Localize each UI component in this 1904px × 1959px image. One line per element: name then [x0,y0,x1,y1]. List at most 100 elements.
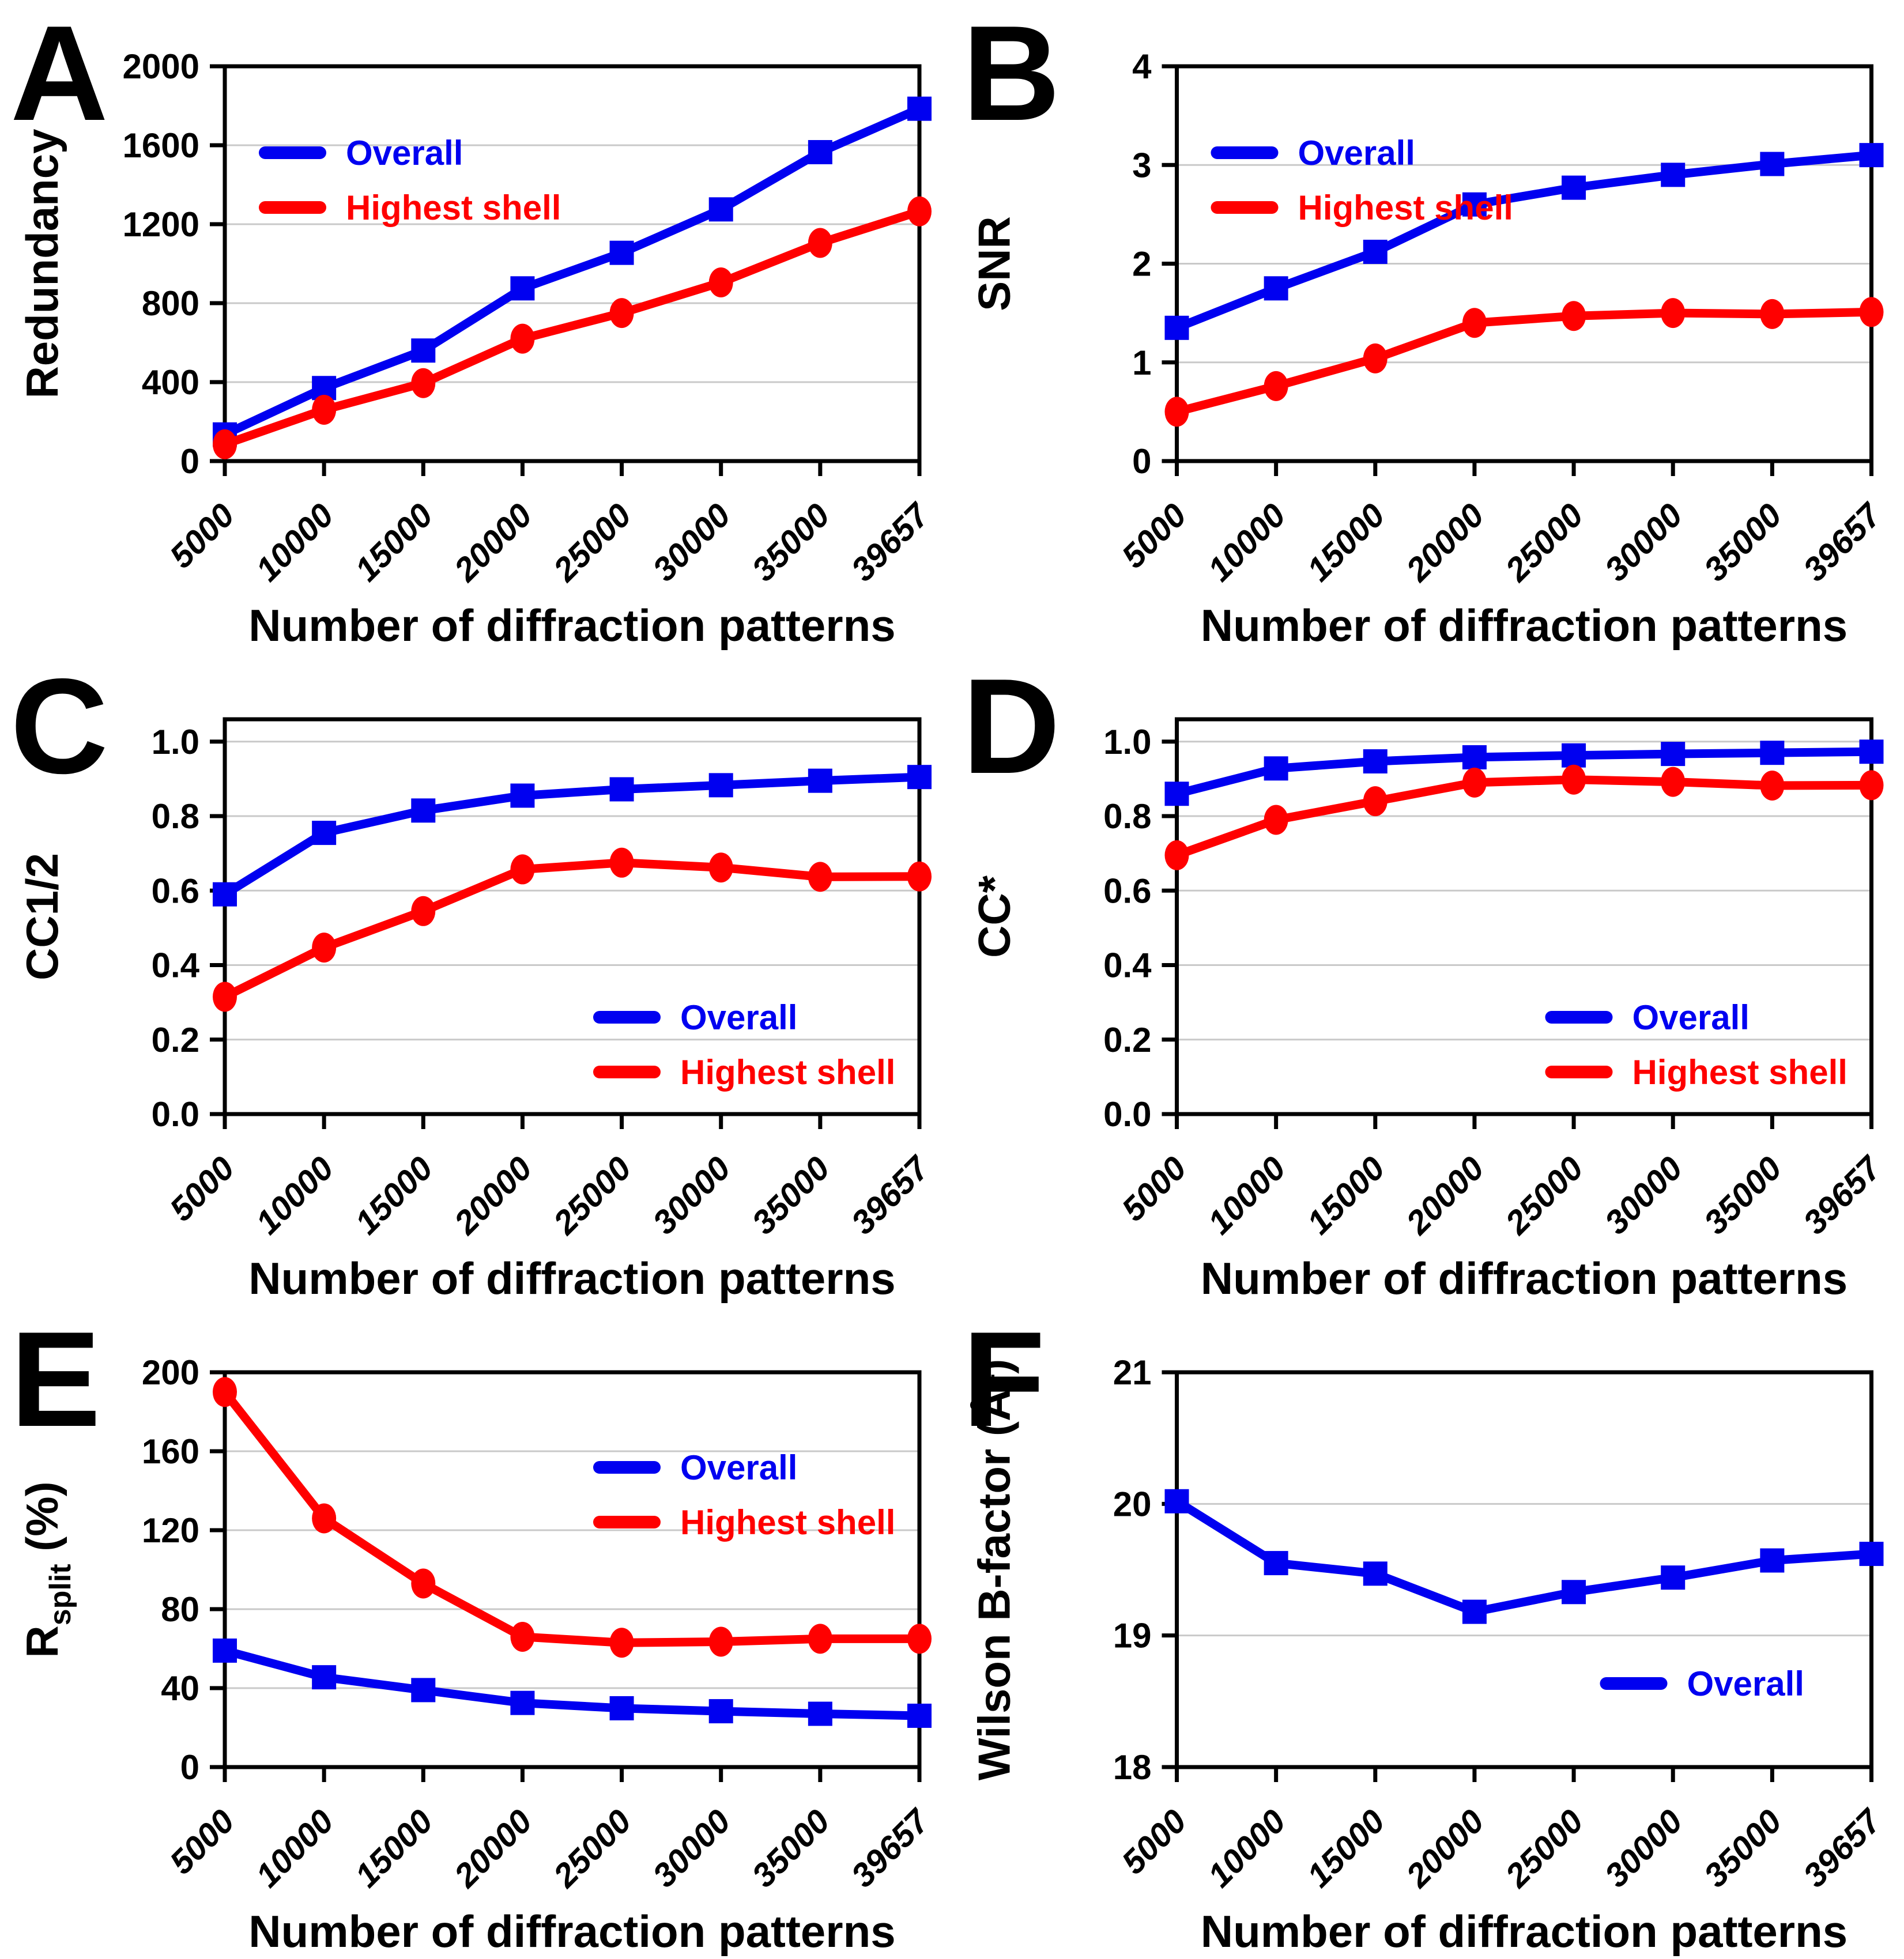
panel-e-y-axis-title: Rsplit (%) [17,1481,77,1658]
circle-marker [510,854,535,885]
circle-marker [907,1624,932,1654]
series-line [1172,307,1876,416]
panel-e-y-tick-label: 80 [161,1590,199,1629]
panel-f-x-tick-label: 30000 [1597,1802,1690,1894]
panel-b-letter: B [963,0,1061,149]
panel-a-plot-box [223,64,922,463]
square-marker [510,1690,535,1715]
circle-marker [708,1626,733,1657]
panel-c-x-tick-label: 25000 [546,1149,639,1242]
circle-marker [808,228,832,258]
panel-e-series-overall [213,1638,932,1728]
square-marker [1164,782,1189,806]
panel-f-y-axis: 18 19 20 21 [1113,1353,1177,1787]
panel-f-x-tick-label: 39657 [1796,1801,1890,1894]
circle-marker [1164,397,1189,427]
square-marker [411,798,436,823]
panel-c-x-tick-label: 15000 [348,1149,440,1241]
circle-marker [808,1624,832,1654]
square-marker [411,1678,436,1703]
panel-e-plot-box [223,1370,922,1769]
panel-c-x-tick-label: 35000 [745,1149,837,1241]
panel-a-x-tick-label: 5000 [163,496,242,575]
series-line [1172,1497,1876,1617]
panel-d-y-axis: 0.0 0.2 0.4 0.6 0.8 1.0 [1103,723,1177,1134]
square-marker [1562,743,1586,768]
square-marker [808,768,832,793]
square-marker [708,197,733,222]
panel-c-letter: C [10,653,108,802]
square-marker [1363,749,1388,774]
square-marker [1264,1551,1288,1576]
circle-marker [411,896,436,926]
circle-marker [609,1628,634,1658]
circle-marker [1859,297,1884,327]
legend-label: Highest shell [1298,188,1513,227]
square-marker [1562,1580,1586,1605]
panel-e-x-tick-label: 20000 [447,1802,540,1895]
series-line [220,772,924,899]
square-marker [1363,1561,1388,1586]
panel-b-x-tick-label: 15000 [1300,496,1392,588]
series-line [1172,775,1876,860]
panel-d-letter: D [963,653,1061,802]
panel-a-y-tick-label: 800 [142,284,199,323]
panel-b-chart: 0 1 2 3 4 5000 10000 15000 20000 25000 30000 35000 3… [963,0,1890,651]
panel-c-legend: Overall Highest shell [593,998,895,1092]
panel-a: 0 400 800 1200 1600 2000 5000 10000 15000 20000 25… [0,0,952,653]
panel-d-legend: Overall Highest shell [1545,998,1848,1092]
panel-c-x-tick-label: 30000 [646,1149,738,1241]
panel-d-y-tick-label: 0.6 [1103,871,1151,910]
square-marker [1859,143,1884,168]
panel-e-y-tick-label: 0 [180,1748,199,1787]
panel-f-legend: Overall [1600,1664,1804,1703]
panel-f-letter: F [963,1306,1046,1455]
panel-e: 0 40 80 120 160 200 5000 10000 15000 20000 25000 30… [0,1306,952,1959]
circle-marker [1760,771,1785,801]
panel-d-x-tick-label: 30000 [1597,1149,1690,1241]
panel-f-x-tick-label: 25000 [1498,1802,1591,1895]
panel-e-x-tick-label: 5000 [163,1802,242,1881]
circle-marker [1363,343,1388,373]
panel-e-letter: E [10,1306,101,1455]
panel-c-y-axis: 0.0 0.2 0.4 0.6 0.8 1.0 [152,723,225,1134]
circle-marker [1264,805,1288,835]
panel-b-y-tick-label: 3 [1132,146,1151,184]
circle-marker [609,298,634,329]
panel-a-y-tick-label: 2000 [123,47,199,86]
circle-marker [907,196,932,227]
circle-marker [510,1621,535,1652]
legend-label: Highest shell [346,188,561,227]
panel-c-gridlines [225,741,919,1041]
panel-e-x-tick-label: 39657 [844,1801,937,1894]
legend-label: Overall [1298,134,1415,172]
panel-a-y-tick-label: 0 [180,442,199,481]
square-marker [411,338,436,363]
panel-b-x-tick-label: 30000 [1597,496,1690,588]
square-marker [609,1696,634,1720]
square-marker [1661,163,1686,187]
legend-label: Overall [1632,998,1750,1037]
series-line [220,207,924,449]
circle-marker [1760,299,1785,329]
panel-f-x-axis-title: Number of diffraction patterns [1201,1906,1848,1957]
panel-f-x-tick-label: 20000 [1398,1802,1491,1895]
series-line [220,1646,924,1720]
panel-c-series-highest-shell [213,847,932,1012]
circle-marker [1859,770,1884,801]
square-marker [907,96,932,121]
panel-c-series-overall [213,765,932,907]
panel-e-y-tick-label: 40 [161,1669,199,1708]
panel-b-x-tick-label: 25000 [1498,496,1591,589]
circle-marker [411,368,436,398]
square-marker [312,821,337,845]
square-marker [907,765,932,790]
panel-a-x-tick-label: 30000 [646,496,738,588]
circle-marker [1661,767,1686,797]
panel-a-chart: 0 400 800 1200 1600 2000 5000 10000 15000 20000 25… [10,0,937,651]
legend-label: Overall [680,1448,797,1487]
panel-f-chart: 18 19 20 21 5000 10000 15000 20000 25000 30000 350… [963,1306,1890,1957]
circle-marker [510,323,535,354]
circle-marker [1164,840,1189,870]
